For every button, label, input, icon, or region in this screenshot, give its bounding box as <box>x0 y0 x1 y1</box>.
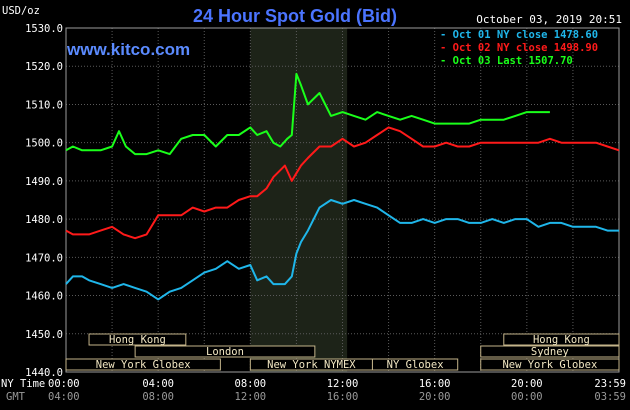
x-tick-label-gmt: 00:00 <box>511 391 543 403</box>
y-tick-label: 1470.0 <box>25 252 63 264</box>
session-label: Sydney <box>531 346 569 358</box>
y-tick-label: 1490.0 <box>25 176 63 188</box>
x-tick-label-gmt: 12:00 <box>235 391 267 403</box>
x-tick-label-gmt: 04:00 <box>48 391 80 403</box>
x-tick-label-gmt: 20:00 <box>419 391 451 403</box>
session-bar-frame <box>371 358 459 371</box>
session-label: New York Globex <box>96 359 191 371</box>
session-bar-frame <box>503 333 620 346</box>
y-tick-label: 1530.0 <box>25 23 63 35</box>
session-bar: NY Globex <box>371 358 459 371</box>
session-bar-frame <box>134 345 316 358</box>
x-tick-label-ny: 04:00 <box>142 378 174 390</box>
chart-timestamp: October 03, 2019 20:51 <box>476 13 622 26</box>
y-tick-label: 1440.0 <box>25 367 63 379</box>
x-tick-label-ny: 23:59 <box>594 378 626 390</box>
session-bar-frame <box>480 345 620 358</box>
y-tick-label: 1450.0 <box>25 329 63 341</box>
plot-border <box>65 27 620 373</box>
y-tick-label: 1510.0 <box>25 99 63 111</box>
series-line-3 <box>65 72 550 156</box>
session-bar: Hong Kong <box>503 333 620 346</box>
session-bar-frame <box>480 358 620 371</box>
x-tick-label-ny: 12:00 <box>327 378 359 390</box>
x-tick-label-ny: 08:00 <box>235 378 267 390</box>
session-label: Hong Kong <box>109 334 166 346</box>
y-tick-label: 1500.0 <box>25 138 63 150</box>
x-axis-ny-label: NY Time <box>1 378 45 390</box>
session-bar-frame <box>65 358 221 371</box>
session-bar: New York Globex <box>480 358 620 371</box>
y-tick-label: 1460.0 <box>25 291 63 303</box>
x-tick-label-ny: 16:00 <box>419 378 451 390</box>
market-sessions: Hong Kong London New York Globex New York N… <box>65 333 620 371</box>
session-bar: Sydney <box>480 345 620 358</box>
x-axis-gmt-label: GMT <box>6 391 26 403</box>
session-bar-frame <box>88 333 187 346</box>
x-tick-label-ny: 20:00 <box>511 378 543 390</box>
y-axis-unit-label: USD/oz <box>2 5 40 17</box>
session-bar: London <box>134 345 316 358</box>
website-watermark: www.kitco.com <box>66 40 190 59</box>
x-tick-label-ny: 00:00 <box>48 378 80 390</box>
y-tick-label: 1480.0 <box>25 214 63 226</box>
session-label: New York Globex <box>502 359 597 371</box>
session-bar: Hong Kong <box>88 333 187 346</box>
session-bar: New York Globex <box>65 358 221 371</box>
x-tick-label-gmt: 03:59 <box>594 391 626 403</box>
session-label: London <box>206 346 244 358</box>
x-tick-label-gmt: 16:00 <box>327 391 359 403</box>
series-line-1 <box>65 199 619 301</box>
y-axis-ticks: 1440.0 1450.0 1460.0 1470.0 1480.0 1490.0 1500… <box>25 23 63 379</box>
session-label: New York NYMEX <box>267 359 356 371</box>
legend-entry-3: - Oct 03 Last 1507.70 <box>440 55 573 67</box>
session-label: NY Globex <box>387 359 444 371</box>
price-series <box>65 72 620 301</box>
session-label: Hong Kong <box>533 334 590 346</box>
session-bar: New York NYMEX <box>249 358 373 371</box>
legend-entry-2: - Oct 02 NY close 1498.90 <box>440 42 598 54</box>
x-axis-ticks: 00:0004:0004:0008:0008:0012:0012:0016:00… <box>48 378 626 403</box>
chart-title: 24 Hour Spot Gold (Bid) <box>193 6 397 26</box>
x-tick-label-gmt: 08:00 <box>142 391 174 403</box>
legend: - Oct 01 NY close 1478.60- Oct 02 NY clo… <box>440 29 598 67</box>
gridlines <box>66 28 619 372</box>
series-line-2 <box>65 126 620 240</box>
y-tick-label: 1520.0 <box>25 61 63 73</box>
legend-entry-1: - Oct 01 NY close 1478.60 <box>440 29 598 41</box>
